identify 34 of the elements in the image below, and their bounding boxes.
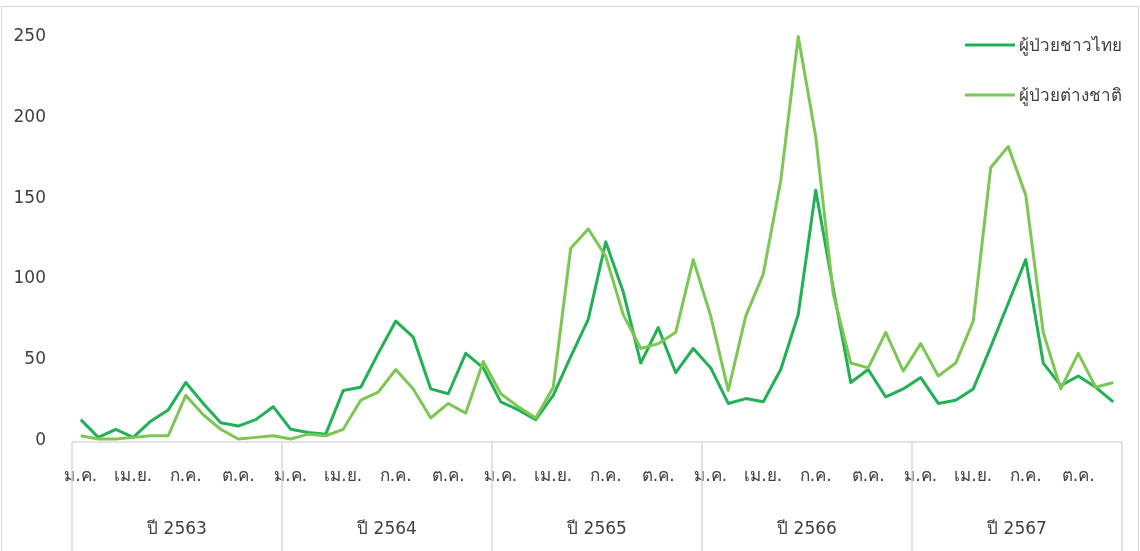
x-tick-label: ต.ค. [221,465,255,485]
legend-label: ผู้ป่วยต่างชาติ [1019,85,1122,106]
x-tick-label: ต.ค. [431,465,465,485]
x-tick-label: เม.ย. [114,465,153,485]
text: ปี 2567 [986,518,1047,538]
y-tick-label: 150 [13,186,46,207]
x-tick-label: ม.ค. [64,465,98,485]
x-tick-label: ก.ค. [589,465,622,485]
x-tick-label: ก.ค. [799,465,832,485]
x-tick-label: ต.ค. [1061,465,1095,485]
x-tick-label: ก.ค. [379,465,412,485]
x-tick-label: เม.ย. [744,465,783,485]
legend-label: ผู้ป่วยชาวไทย [1019,35,1122,56]
y-tick-label: 250 [13,25,46,45]
x-tick-label: ก.ค. [1009,465,1042,485]
y-tick-label: 100 [13,267,46,288]
text: ปี 2563 [146,518,207,538]
x-tick-label: ม.ค. [274,465,308,485]
x-tick-label: ก.ค. [169,465,202,485]
x-tick-label: ม.ค. [694,465,728,485]
x-tick-label: ม.ค. [484,465,518,485]
text: ปี 2566 [776,518,837,538]
text: ปี 2564 [356,518,417,538]
line-series [79,188,1115,439]
x-tick-label: ต.ค. [641,465,675,485]
x-tick-label: ต.ค. [851,465,885,485]
y-tick-label: 200 [13,105,46,126]
y-tick-label: 50 [24,348,46,369]
x-tick-label: เม.ย. [324,465,363,485]
x-tick-label: ม.ค. [904,465,938,485]
x-tick-label: เม.ย. [534,465,573,485]
y-tick-label: 0 [35,429,46,449]
x-tick-label: เม.ย. [954,465,993,485]
text: ปี 2565 [566,518,627,538]
